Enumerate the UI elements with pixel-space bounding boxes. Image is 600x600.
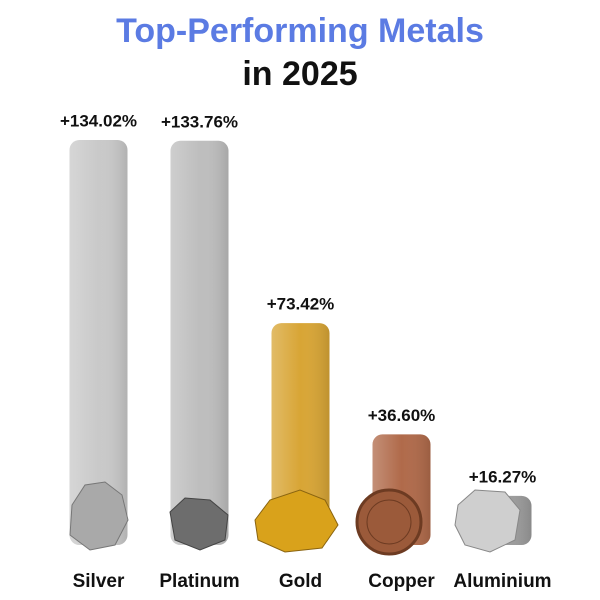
category-label: Platinum (159, 571, 239, 592)
value-label: +16.27% (469, 467, 537, 486)
category-label: Copper (368, 571, 435, 592)
platinum-nugget (169, 497, 229, 551)
chart-title: Top-Performing Metals (116, 12, 484, 50)
chart-subtitle: in 2025 (242, 55, 357, 93)
copper-coin (355, 488, 423, 556)
aluminium-foil (454, 489, 521, 553)
bar-shine (170, 140, 229, 545)
category-label: Aluminium (453, 571, 551, 592)
silver-nugget (69, 481, 129, 551)
category-label: Gold (279, 571, 322, 592)
copper-coin-ring (366, 499, 412, 545)
value-label: +133.76% (161, 112, 238, 131)
value-label: +73.42% (267, 295, 335, 314)
bar-shine (69, 140, 128, 545)
bar-shine (271, 323, 330, 545)
bars (69, 140, 532, 545)
value-label: +36.60% (368, 406, 436, 425)
gold-nugget (254, 489, 339, 553)
decorations (69, 481, 521, 556)
category-label: Silver (73, 571, 125, 592)
value-label: +134.02% (60, 111, 137, 130)
